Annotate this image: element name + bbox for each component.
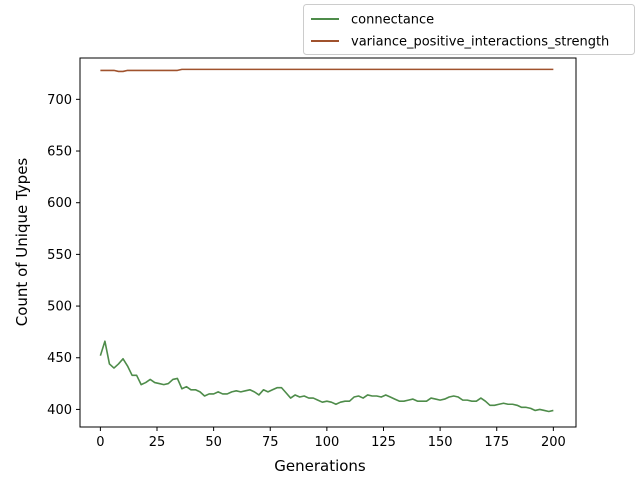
y-tick-label: 650 <box>47 145 72 160</box>
y-tick-label: 700 <box>47 93 72 108</box>
x-tick-label: 25 <box>149 435 166 450</box>
x-tick-label: 200 <box>541 435 566 450</box>
x-tick-label: 50 <box>205 435 222 450</box>
x-axis-title: Generations <box>274 457 366 475</box>
legend: connectance variance_positive_interactio… <box>303 4 635 55</box>
x-tick-label: 75 <box>262 435 279 450</box>
legend-frame <box>303 4 635 55</box>
y-tick-label: 500 <box>47 300 72 315</box>
y-tick-label: 550 <box>47 248 72 263</box>
y-tick-label: 600 <box>47 196 72 211</box>
legend-label-connectance: connectance <box>351 13 434 28</box>
series-line-connectance <box>99 340 554 413</box>
x-tick-label: 0 <box>96 435 104 450</box>
legend-label-variance: variance_positive_interactions_strength <box>351 35 609 50</box>
x-axis-ticks: 0 25 50 75 100 125 150 175 200 <box>96 427 566 450</box>
y-tick-label: 400 <box>47 403 72 418</box>
series-line-variance-positive-interactions-strength <box>100 68 554 73</box>
x-tick-label: 100 <box>314 435 339 450</box>
y-tick-label: 450 <box>47 351 72 366</box>
y-axis-title: Count of Unique Types <box>13 158 31 327</box>
x-tick-label: 175 <box>484 435 509 450</box>
y-axis-ticks: 400 450 500 550 600 650 700 <box>47 93 80 418</box>
axes-frame <box>79 57 577 428</box>
x-tick-label: 125 <box>371 435 396 450</box>
plot-area <box>80 58 576 427</box>
series-layer <box>99 68 554 413</box>
x-tick-label: 150 <box>428 435 453 450</box>
